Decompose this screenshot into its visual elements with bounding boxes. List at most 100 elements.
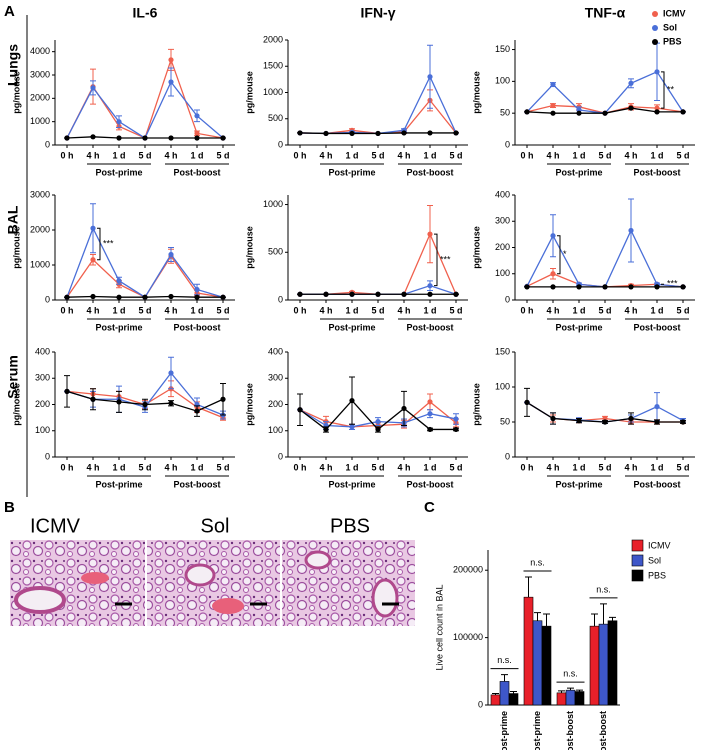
x-tick-label: 1 d: [423, 305, 436, 315]
row-label: Lungs: [5, 44, 21, 86]
point: [680, 284, 686, 290]
histology-image: [10, 540, 145, 626]
x-tick-label: 4 h: [164, 305, 177, 315]
group-label: Post-prime: [328, 479, 375, 489]
series-line: [299, 75, 457, 135]
x-tick-label: 1 d: [650, 305, 663, 315]
legend-marker: [631, 569, 644, 582]
point: [524, 399, 530, 405]
bar: [598, 623, 609, 706]
y-tick-label: 300: [268, 373, 283, 383]
bar: [523, 596, 534, 706]
point: [90, 225, 96, 231]
y-tick-label: 100000: [453, 632, 483, 642]
series: [297, 376, 459, 433]
y-tick-label: 4000: [30, 46, 50, 56]
group-label: Post-prime: [328, 167, 375, 177]
point: [654, 105, 660, 111]
bar: [499, 681, 510, 706]
group-label: Post-boost: [634, 479, 681, 489]
bar: [508, 693, 519, 706]
x-tick-label: 4 h: [397, 305, 410, 315]
series: [297, 44, 459, 137]
histology-label: ICMV: [30, 515, 81, 537]
y-tick-label: 3000: [30, 189, 50, 199]
y-tick-label: 150: [495, 346, 510, 356]
legend-label: ICMV: [648, 540, 671, 550]
x-tick-label: 5 d: [216, 305, 229, 315]
x-tick-label: 24 h post-prime: [532, 711, 542, 750]
x-tick-label: 1 d: [650, 462, 663, 472]
series-line: [526, 228, 684, 288]
series: [297, 89, 459, 137]
y-tick-label: 0: [505, 294, 510, 304]
series-line: [299, 99, 457, 135]
point: [375, 291, 381, 297]
point: [90, 257, 96, 263]
point: [680, 109, 686, 115]
point: [116, 399, 122, 405]
histology-label: PBS: [330, 515, 370, 537]
group-label: Post-boost: [407, 322, 454, 332]
point: [349, 130, 355, 137]
y-tick-label: 100: [495, 268, 510, 278]
x-tick-label: 5 d: [216, 150, 229, 160]
y-tick-label: 400: [35, 346, 50, 356]
legend-marker: [652, 39, 658, 45]
x-tick-label: 5 d: [598, 305, 611, 315]
airway: [14, 586, 66, 614]
point: [168, 57, 174, 63]
x-tick-label: 4 h: [164, 462, 177, 472]
point: [168, 400, 174, 406]
point: [323, 291, 329, 297]
ns-label: n.s.: [563, 669, 578, 679]
series: [524, 284, 686, 290]
point: [401, 405, 407, 412]
group-label: Post-prime: [555, 322, 602, 332]
x-tick-label: 4 h: [86, 305, 99, 315]
y-tick-label: 100: [268, 425, 283, 435]
x-tick-label: 1 d: [423, 462, 436, 472]
y-axis-label: pg/mouse: [244, 71, 254, 114]
x-tick-label: 1 d: [572, 305, 585, 315]
point: [297, 291, 303, 297]
point: [220, 396, 226, 402]
legend-marker: [652, 25, 658, 31]
y-tick-label: 2000: [30, 93, 50, 103]
significance-bracket: [557, 235, 561, 275]
legend-marker: [631, 554, 644, 567]
y-tick-label: 0: [505, 451, 510, 461]
point: [654, 404, 660, 410]
x-tick-label: 4 h: [164, 150, 177, 160]
point: [194, 130, 200, 136]
x-tick-label: 4 h: [546, 462, 559, 472]
x-tick-label: 5 d: [371, 305, 384, 315]
x-tick-label: 5 d: [676, 305, 689, 315]
point: [90, 293, 96, 300]
chart-title: IL-6: [133, 5, 158, 21]
point: [654, 109, 660, 115]
legend-marker: [652, 11, 658, 17]
x-tick-label: 0 h: [60, 462, 73, 472]
error-bar: [543, 613, 550, 627]
significance-label: **: [667, 84, 675, 94]
row-label: Serum: [5, 355, 21, 399]
group-label: Post-boost: [634, 167, 681, 177]
x-tick-label: 5 d: [138, 462, 151, 472]
point: [194, 294, 200, 300]
point: [194, 286, 200, 293]
point: [602, 284, 608, 290]
airway: [184, 563, 216, 587]
point: [628, 80, 634, 86]
point: [168, 135, 174, 141]
y-tick-label: 100: [495, 76, 510, 86]
y-tick-label: 150: [495, 44, 510, 54]
point: [142, 401, 148, 408]
y-tick-label: 400: [495, 189, 510, 199]
series: [64, 203, 226, 300]
point: [524, 109, 530, 115]
legend-label: Sol: [663, 22, 677, 32]
x-tick-label: 5 d: [216, 462, 229, 472]
point: [550, 81, 556, 88]
significance-label: *: [563, 249, 567, 259]
